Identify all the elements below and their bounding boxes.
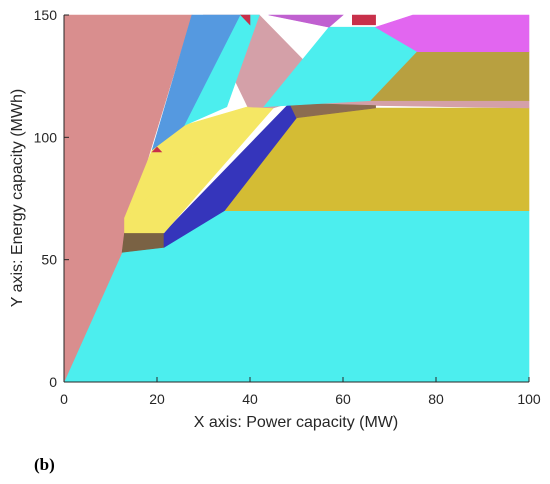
region-11 [184,14,260,126]
region-16 [151,146,163,153]
x-tick-label: 0 [60,391,68,407]
x-tick-label: 40 [242,391,258,407]
region-15 [268,14,344,28]
x-axis-label: X axis: Power capacity (MW) [194,414,398,431]
x-tick-label: 60 [335,391,351,407]
x-tick-label: 80 [428,391,444,407]
region-8 [289,102,376,119]
y-tick-label: 100 [34,129,58,145]
panel-label: (b) [34,455,55,474]
region-14 [374,14,530,53]
axes-layer: 0 20 40 60 80 100 0 50 100 150 [34,7,541,407]
y-tick-label: 0 [49,374,57,390]
region-17 [240,14,251,26]
y-axis-label: Y axis: Energy capacity (MWh) [9,89,26,307]
y-tick-label: 50 [41,252,57,268]
y-tick-label: 150 [34,7,58,23]
region-layer [63,14,530,383]
region-18 [351,14,376,26]
x-tick-label: 20 [149,391,165,407]
x-tick-label: 100 [517,391,541,407]
